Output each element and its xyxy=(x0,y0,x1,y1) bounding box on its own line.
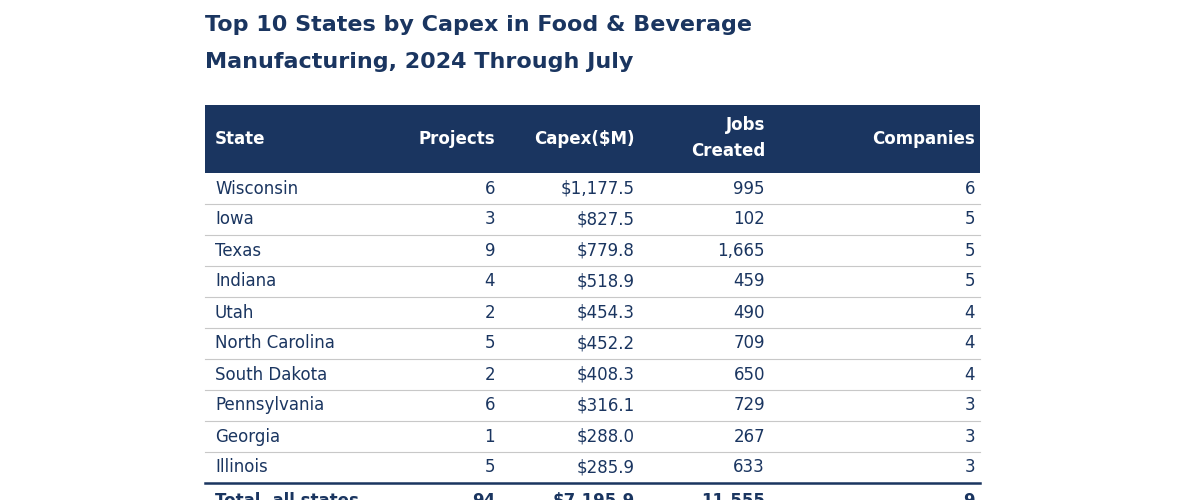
Bar xyxy=(205,105,980,173)
Text: 1: 1 xyxy=(485,428,496,446)
Text: Top 10 States by Capex in Food & Beverage: Top 10 States by Capex in Food & Beverag… xyxy=(205,15,752,35)
Text: Companies: Companies xyxy=(872,130,974,148)
Text: 650: 650 xyxy=(733,366,766,384)
Text: Texas: Texas xyxy=(215,242,262,260)
Text: State: State xyxy=(215,130,265,148)
Text: 5: 5 xyxy=(965,210,974,228)
Text: 3: 3 xyxy=(965,428,974,446)
Text: 5: 5 xyxy=(485,334,496,352)
Text: $452.2: $452.2 xyxy=(577,334,635,352)
Text: 4: 4 xyxy=(485,272,496,290)
Text: Illinois: Illinois xyxy=(215,458,268,476)
Text: $7,195.9: $7,195.9 xyxy=(553,492,635,500)
Text: 94: 94 xyxy=(472,492,496,500)
Text: 267: 267 xyxy=(733,428,766,446)
Text: 3: 3 xyxy=(485,210,496,228)
Text: Utah: Utah xyxy=(215,304,254,322)
Text: 459: 459 xyxy=(733,272,766,290)
Text: Pennsylvania: Pennsylvania xyxy=(215,396,324,414)
Text: 5: 5 xyxy=(965,242,974,260)
Text: South Dakota: South Dakota xyxy=(215,366,328,384)
Text: 3: 3 xyxy=(965,396,974,414)
Text: Capex($M): Capex($M) xyxy=(534,130,635,148)
Text: 5: 5 xyxy=(485,458,496,476)
Text: 9: 9 xyxy=(964,492,974,500)
Text: 2: 2 xyxy=(485,366,496,384)
Text: 4: 4 xyxy=(965,334,974,352)
Text: $827.5: $827.5 xyxy=(577,210,635,228)
Text: $316.1: $316.1 xyxy=(577,396,635,414)
Text: 11,555: 11,555 xyxy=(701,492,766,500)
Text: 6: 6 xyxy=(485,396,496,414)
Text: 102: 102 xyxy=(733,210,766,228)
Text: 5: 5 xyxy=(965,272,974,290)
Text: $454.3: $454.3 xyxy=(577,304,635,322)
Text: 4: 4 xyxy=(965,366,974,384)
Text: 3: 3 xyxy=(965,458,974,476)
Text: Created: Created xyxy=(691,142,766,160)
Text: 1,665: 1,665 xyxy=(718,242,766,260)
Text: Total, all states: Total, all states xyxy=(215,492,359,500)
Text: $408.3: $408.3 xyxy=(577,366,635,384)
Text: Iowa: Iowa xyxy=(215,210,253,228)
Text: 729: 729 xyxy=(733,396,766,414)
Text: $518.9: $518.9 xyxy=(577,272,635,290)
Text: 6: 6 xyxy=(485,180,496,198)
Text: Indiana: Indiana xyxy=(215,272,276,290)
Text: $1,177.5: $1,177.5 xyxy=(562,180,635,198)
Text: North Carolina: North Carolina xyxy=(215,334,335,352)
Text: 995: 995 xyxy=(733,180,766,198)
Text: Manufacturing, 2024 Through July: Manufacturing, 2024 Through July xyxy=(205,52,634,72)
Text: 4: 4 xyxy=(965,304,974,322)
Text: $288.0: $288.0 xyxy=(577,428,635,446)
Text: 709: 709 xyxy=(733,334,766,352)
Text: $285.9: $285.9 xyxy=(577,458,635,476)
Text: Jobs: Jobs xyxy=(726,116,766,134)
Text: Georgia: Georgia xyxy=(215,428,280,446)
Text: 9: 9 xyxy=(485,242,496,260)
Text: 6: 6 xyxy=(965,180,974,198)
Text: $779.8: $779.8 xyxy=(577,242,635,260)
Text: 2: 2 xyxy=(485,304,496,322)
Text: 490: 490 xyxy=(733,304,766,322)
Text: Wisconsin: Wisconsin xyxy=(215,180,298,198)
Text: 633: 633 xyxy=(733,458,766,476)
Text: Projects: Projects xyxy=(419,130,496,148)
